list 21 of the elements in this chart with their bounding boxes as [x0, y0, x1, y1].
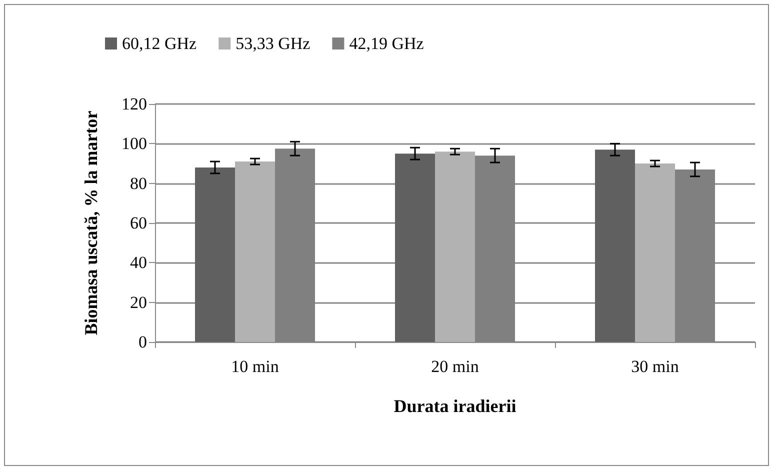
x-tick-label: 20 min: [431, 357, 480, 376]
y-tick-label: 20: [130, 292, 147, 312]
x-tick-label: 30 min: [631, 357, 680, 376]
y-tick-label: 60: [130, 214, 147, 232]
bar: [435, 152, 475, 342]
legend-label: 42,19 GHz: [349, 34, 424, 53]
x-tick-label: 10 min: [231, 357, 280, 376]
y-tick-label: 100: [122, 134, 147, 154]
y-tick-label: 0: [138, 332, 147, 352]
y-tick-label: 80: [130, 174, 147, 193]
y-tick-label: 120: [122, 94, 147, 114]
legend-label: 53,33 GHz: [236, 34, 311, 53]
y-tick-label: 40: [130, 253, 147, 272]
bar: [235, 162, 275, 342]
legend-label: 60,12 GHz: [122, 34, 198, 53]
bar: [195, 167, 235, 342]
bar: [635, 164, 675, 342]
bar: [395, 154, 435, 342]
y-axis-title: Biomasa uscată, % la martor: [81, 110, 101, 336]
bar: [595, 150, 635, 342]
x-axis-title: Durata iradierii: [394, 396, 516, 416]
